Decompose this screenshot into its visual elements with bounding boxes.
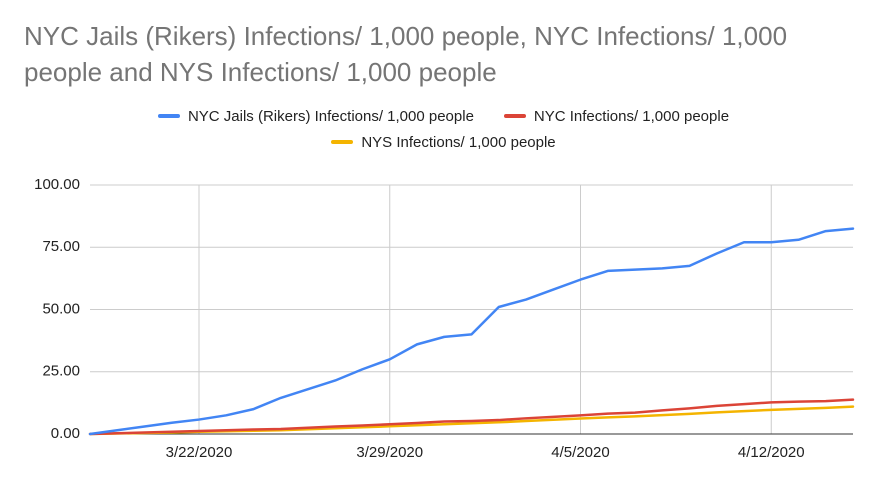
x-tick-label: 4/5/2020 xyxy=(551,444,609,461)
x-tick-label: 3/22/2020 xyxy=(166,444,233,461)
legend-item: NYC Infections/ 1,000 people xyxy=(503,106,730,126)
y-tick-label: 50.00 xyxy=(42,300,80,317)
legend-swatch xyxy=(157,114,180,118)
legend-item: NYS Infections/ 1,000 people xyxy=(331,132,556,152)
legend-item: NYC Jails (Rikers) Infections/ 1,000 peo… xyxy=(157,106,474,126)
y-tick-label: 0.00 xyxy=(51,425,80,442)
legend: NYC Jails (Rikers) Infections/ 1,000 peo… xyxy=(100,106,787,152)
series-line xyxy=(88,398,855,436)
chart-title: NYC Jails (Rikers) Infections/ 1,000 peo… xyxy=(24,21,788,87)
legend-label: NYC Infections/ 1,000 people xyxy=(533,107,730,125)
series-line xyxy=(88,227,855,436)
legend-label: NYC Jails (Rikers) Infections/ 1,000 peo… xyxy=(187,107,474,125)
legend-swatch xyxy=(503,114,526,118)
y-tick-label: 25.00 xyxy=(42,363,80,380)
y-tick-label: 75.00 xyxy=(42,238,80,255)
x-tick-label: 3/29/2020 xyxy=(356,444,423,461)
legend-swatch xyxy=(331,140,354,144)
legend-label: NYS Infections/ 1,000 people xyxy=(361,133,556,151)
y-tick-label: 100.00 xyxy=(34,176,80,193)
x-tick-label: 4/12/2020 xyxy=(738,444,805,461)
